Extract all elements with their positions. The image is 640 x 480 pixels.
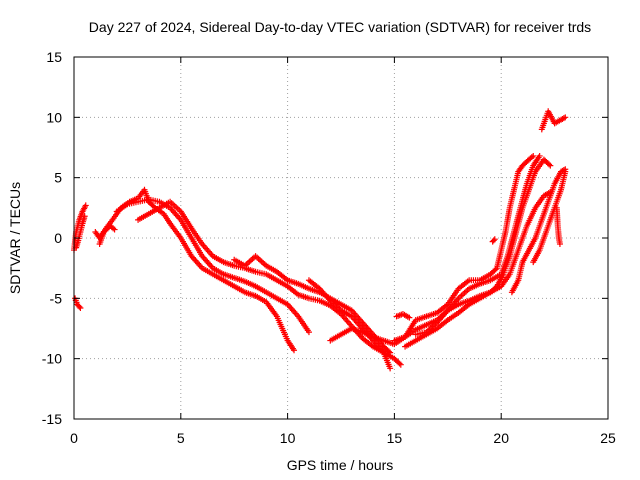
data-point	[490, 237, 497, 244]
x-tick-label: 10	[280, 430, 296, 446]
data-point	[111, 226, 118, 233]
data-point	[562, 168, 569, 175]
data-point	[530, 152, 537, 159]
data-point	[562, 114, 569, 121]
data-point	[82, 202, 89, 209]
x-tick-label: 0	[70, 430, 78, 446]
chart-title: Day 227 of 2024, Sidereal Day-to-day VTE…	[89, 19, 591, 35]
y-axis-label: SDTVAR / TECUs	[7, 182, 23, 294]
y-tick-label: -5	[50, 290, 63, 306]
data-point	[396, 360, 403, 367]
y-tick-label: 10	[46, 109, 62, 125]
data-point	[77, 304, 84, 311]
axis-ticks: 0 5 10 15 20 25 -15 -10 -5 0 5 10 15	[42, 49, 616, 446]
y-tick-label: 5	[54, 170, 62, 186]
x-tick-label: 15	[387, 430, 403, 446]
data-point	[406, 314, 413, 321]
y-tick-label: 0	[54, 230, 62, 246]
x-tick-label: 25	[600, 430, 616, 446]
y-tick-label: 15	[46, 49, 62, 65]
y-tick-label: -15	[42, 411, 62, 427]
data-point	[546, 161, 553, 168]
data-point	[385, 348, 392, 355]
data-points	[71, 108, 569, 372]
y-tick-label: -10	[42, 351, 62, 367]
data-point	[291, 347, 298, 354]
x-axis-label: GPS time / hours	[287, 457, 394, 473]
data-point	[387, 349, 394, 356]
grid	[74, 57, 608, 419]
data-point	[536, 152, 543, 159]
data-point	[305, 329, 312, 336]
data-point	[556, 241, 563, 248]
x-tick-label: 5	[177, 430, 185, 446]
data-point	[81, 213, 88, 220]
data-point	[492, 266, 499, 273]
data-point	[491, 236, 498, 243]
data-point	[387, 365, 394, 372]
x-tick-label: 20	[493, 430, 509, 446]
data-point	[547, 162, 554, 169]
data-point	[76, 303, 83, 310]
data-point	[397, 361, 404, 368]
